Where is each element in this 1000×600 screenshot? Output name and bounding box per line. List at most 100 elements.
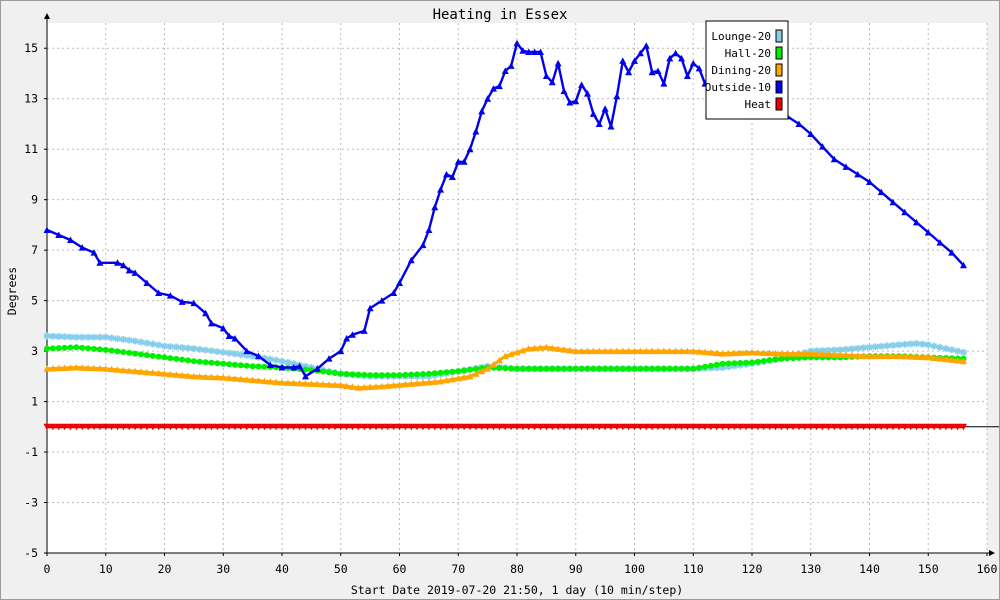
data-point-dining-20 — [290, 379, 298, 387]
data-point-dining-20 — [407, 380, 415, 387]
data-point-heat — [495, 423, 503, 431]
data-point-outside-10 — [419, 241, 427, 249]
data-point-hall-20 — [519, 365, 526, 372]
data-point-hall-20 — [531, 365, 538, 372]
data-point-outside-10 — [913, 218, 920, 226]
data-point-heat — [431, 423, 439, 431]
data-point-heat — [219, 423, 227, 431]
data-point-dining-20 — [883, 352, 891, 360]
data-point-lounge-20 — [202, 346, 210, 354]
data-point-lounge-20 — [942, 345, 950, 353]
data-point-dining-20 — [907, 353, 915, 360]
data-point-heat — [443, 423, 450, 431]
data-point-outside-10 — [625, 68, 633, 76]
data-point-dining-20 — [901, 352, 909, 360]
data-point-heat — [278, 423, 286, 431]
data-point-dining-20 — [654, 347, 662, 355]
data-point-hall-20 — [49, 345, 56, 352]
legend-label: Lounge-20 — [711, 30, 771, 43]
data-point-outside-10 — [343, 334, 351, 342]
data-point-outside-10 — [478, 107, 486, 115]
data-point-dining-20 — [525, 345, 533, 352]
data-point-heat — [701, 423, 709, 431]
y-tick-label: 13 — [24, 92, 38, 106]
data-point-dining-20 — [666, 347, 674, 355]
data-point-dining-20 — [331, 381, 339, 388]
data-point-lounge-20 — [284, 358, 292, 366]
data-point-hall-20 — [760, 357, 767, 364]
data-point-hall-20 — [44, 345, 50, 352]
data-point-heat — [472, 423, 480, 431]
data-point-heat — [913, 423, 920, 431]
data-point-lounge-20 — [72, 333, 80, 341]
data-point-outside-10 — [325, 355, 333, 362]
data-point-hall-20 — [237, 362, 244, 369]
data-point-heat — [437, 423, 445, 431]
data-point-heat — [401, 423, 409, 431]
data-point-heat — [478, 423, 486, 431]
data-point-dining-20 — [437, 377, 445, 385]
data-point-outside-10 — [490, 85, 497, 92]
data-point-outside-10 — [425, 226, 433, 233]
data-point-hall-20 — [108, 347, 115, 354]
data-point-lounge-20 — [149, 340, 157, 348]
data-point-heat — [243, 423, 251, 431]
data-point-hall-20 — [126, 349, 133, 356]
data-point-lounge-20 — [883, 342, 891, 350]
data-point-outside-10 — [901, 208, 909, 216]
data-point-outside-10 — [155, 289, 163, 297]
data-point-dining-20 — [824, 350, 832, 358]
data-point-heat — [196, 423, 204, 431]
data-point-lounge-20 — [96, 333, 104, 341]
y-tick-label: 1 — [31, 395, 38, 409]
data-point-heat — [384, 423, 392, 431]
data-point-outside-10 — [678, 54, 685, 62]
data-point-outside-10 — [43, 226, 51, 233]
data-point-heat — [783, 423, 791, 431]
data-point-outside-10 — [578, 81, 586, 88]
data-point-hall-20 — [684, 365, 691, 372]
data-point-lounge-20 — [219, 348, 227, 356]
data-point-heat — [484, 423, 492, 431]
y-tick-label: 11 — [24, 142, 38, 156]
data-point-heat — [848, 423, 856, 431]
data-point-hall-20 — [61, 344, 68, 351]
data-point-outside-10 — [531, 48, 539, 56]
data-point-hall-20 — [696, 364, 703, 371]
data-point-heat — [830, 423, 838, 431]
data-point-hall-20 — [602, 365, 609, 372]
data-point-dining-20 — [490, 361, 497, 368]
data-point-outside-10 — [683, 72, 691, 79]
data-point-lounge-20 — [225, 349, 233, 357]
data-point-outside-10 — [501, 67, 509, 74]
data-point-dining-20 — [548, 344, 556, 352]
data-point-hall-20 — [555, 365, 562, 372]
data-point-heat — [742, 423, 750, 431]
data-point-outside-10 — [807, 130, 815, 138]
data-point-heat — [231, 423, 239, 431]
data-point-dining-20 — [789, 350, 797, 357]
data-point-hall-20 — [461, 367, 468, 374]
data-point-dining-20 — [302, 380, 309, 387]
data-point-dining-20 — [619, 347, 627, 355]
data-point-dining-20 — [848, 351, 856, 359]
data-point-heat — [378, 423, 386, 431]
data-point-dining-20 — [349, 383, 356, 390]
data-point-outside-10 — [243, 347, 251, 355]
data-point-outside-10 — [842, 163, 850, 170]
data-point-outside-10 — [114, 259, 121, 266]
y-tick-label: -3 — [24, 496, 38, 510]
data-point-hall-20 — [514, 365, 520, 372]
legend-label: Outside-10 — [705, 81, 771, 94]
data-point-heat — [889, 423, 897, 431]
legend-swatch — [775, 97, 783, 111]
data-point-heat — [636, 423, 644, 431]
data-point-dining-20 — [842, 351, 850, 359]
data-point-dining-20 — [384, 382, 392, 389]
data-point-heat — [366, 423, 374, 431]
data-point-heat — [131, 423, 139, 431]
data-point-dining-20 — [730, 349, 738, 357]
data-point-hall-20 — [660, 365, 667, 372]
data-point-lounge-20 — [84, 333, 92, 341]
data-point-dining-20 — [701, 348, 709, 356]
